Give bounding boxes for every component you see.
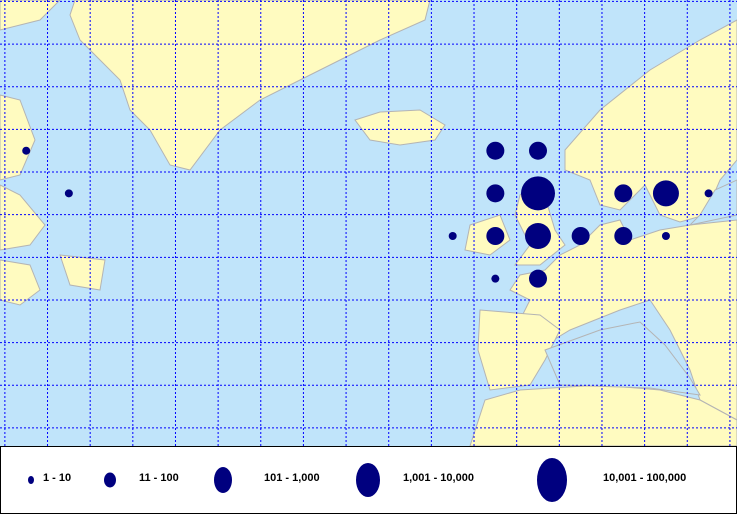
point-symbol[interactable] [486, 141, 505, 160]
land-layer [0, 0, 737, 446]
land-newfoundland [59, 254, 106, 291]
mediterranean-sea [544, 321, 701, 396]
legend-label-1-10: 1 - 10 [43, 472, 72, 484]
legend-label-1001-10000: 1,001 - 10,000 [403, 472, 474, 484]
inland-water [544, 179, 737, 396]
land-scandinavia [564, 19, 737, 223]
point-symbol[interactable] [529, 141, 547, 160]
legend-symbol [104, 472, 116, 488]
point-symbol[interactable] [22, 146, 31, 155]
point-symbol[interactable] [486, 184, 505, 203]
land-europe [509, 219, 737, 421]
map-canvas[interactable] [0, 0, 737, 446]
legend-label-101-1000: 101 - 1,000 [264, 472, 320, 484]
point-symbol[interactable] [652, 180, 679, 207]
legend-symbol [214, 467, 232, 493]
land-baffin [0, 94, 36, 181]
legend-label-10001-100000: 10,001 - 100,000 [603, 472, 687, 484]
legend-symbols [28, 458, 567, 502]
legend-label-11-100: 11 - 100 [139, 472, 179, 484]
point-symbol[interactable] [661, 232, 670, 240]
legend-symbol [356, 463, 380, 497]
point-symbol[interactable] [448, 232, 457, 240]
baltic-sea [688, 179, 737, 226]
land-iceland [354, 109, 446, 146]
land-africa [469, 384, 737, 446]
point-symbol[interactable] [486, 227, 505, 245]
land-ellesmere [0, 0, 61, 31]
point-symbols [22, 141, 713, 288]
point-symbol[interactable] [704, 189, 713, 198]
land-greenland [69, 0, 431, 171]
point-symbol[interactable] [491, 274, 500, 283]
point-symbol[interactable] [521, 176, 555, 211]
point-symbol[interactable] [614, 184, 633, 203]
legend: 1 - 10 11 - 100 101 - 1,000 1,001 - 10,0… [0, 446, 737, 514]
point-symbol[interactable] [614, 227, 633, 245]
point-symbol[interactable] [529, 269, 547, 288]
land-labrador [0, 184, 46, 251]
legend-symbol [28, 476, 34, 484]
land-nova-scotia [0, 259, 41, 306]
point-symbol[interactable] [571, 227, 590, 245]
point-symbol[interactable] [525, 223, 551, 249]
point-symbol[interactable] [64, 189, 73, 198]
graticule [0, 0, 737, 446]
legend-symbol [537, 458, 567, 502]
land-iberia [477, 309, 561, 391]
